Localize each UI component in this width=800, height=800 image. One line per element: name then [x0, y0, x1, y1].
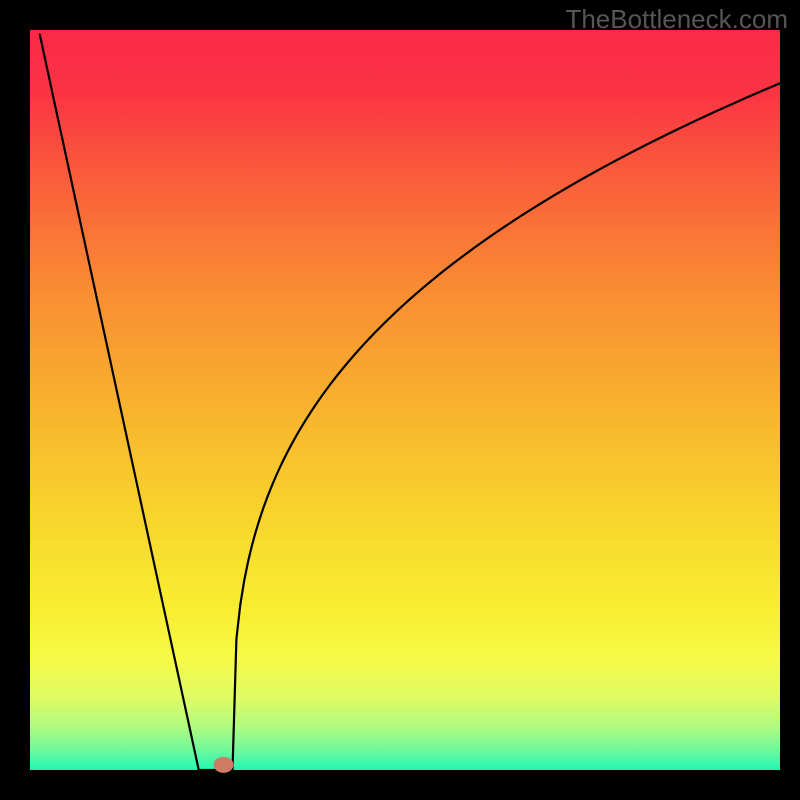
watermark-label: TheBottleneck.com — [565, 4, 788, 35]
chart-gradient-background — [30, 30, 780, 770]
bottleneck-chart-svg — [0, 0, 800, 800]
sweet-spot-marker — [214, 757, 234, 773]
chart-frame: TheBottleneck.com — [0, 0, 800, 800]
